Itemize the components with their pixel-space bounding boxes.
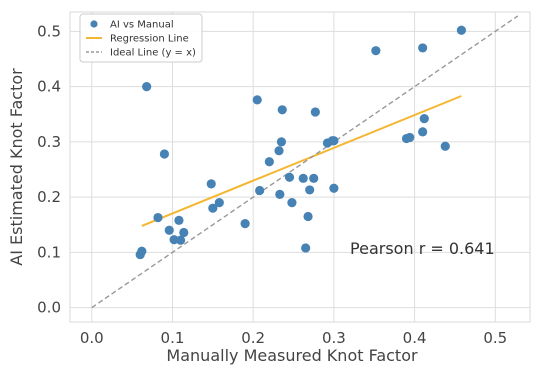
axes: 0.0 0.1 0.2 0.3 0.4 0.5 0.0 0.1 0.2 0.3 0.4 0.5 Manu… [7, 22, 507, 365]
ideal-line [91, 15, 519, 309]
annotations: Pearson r = 0.641 [350, 239, 495, 258]
x-tick-label: 0.2 [241, 329, 265, 347]
scatter-point [255, 185, 265, 196]
scatter-point [240, 219, 250, 229]
y-tick-label: 0.2 [37, 188, 61, 206]
x-axis-title: Manually Measured Knot Factor [166, 346, 418, 365]
scatter-point [214, 198, 224, 208]
scatter-point [179, 227, 189, 238]
scatter-point [159, 149, 170, 159]
scatter-point [456, 25, 467, 35]
pearson-annotation: Pearson r = 0.641 [350, 239, 495, 258]
scatter-point [142, 81, 152, 92]
scatter-point [329, 183, 339, 193]
legend-label: AI vs Manual [110, 20, 174, 31]
scatter-point [175, 235, 186, 245]
scatter-point [284, 172, 295, 182]
scatter-point [153, 212, 163, 223]
scatter-point [329, 136, 339, 146]
scatter-point [137, 246, 147, 256]
scatter-point [277, 105, 287, 115]
y-axis-title: AI Estimated Knot Factor [7, 68, 26, 266]
scatter-point [418, 127, 428, 137]
x-tick-label: 0.3 [322, 329, 346, 347]
scatter-point [405, 132, 415, 143]
legend-marker-scatter [90, 20, 98, 28]
scatter-point [275, 189, 285, 199]
y-tick-label: 0.3 [37, 133, 61, 151]
scatter-point [208, 203, 218, 213]
legend-box [79, 13, 203, 63]
scatter-point [419, 114, 429, 124]
y-tick-label: 0.0 [37, 299, 61, 317]
scatter-point [287, 198, 297, 208]
scatter-point [298, 173, 308, 183]
scatter-point [371, 46, 381, 56]
scatter-point [303, 211, 313, 222]
x-tick-label: 0.0 [80, 329, 104, 347]
scatter-point [174, 215, 184, 225]
y-tick-label: 0.4 [37, 78, 61, 96]
scatter-point [274, 146, 284, 156]
scatter-point [264, 157, 274, 167]
data-series [91, 15, 519, 309]
legend-label: Ideal Line (y = x) [110, 48, 196, 59]
x-tick-label: 0.5 [483, 329, 507, 347]
scatter-point [305, 185, 315, 195]
y-tick-label: 0.1 [37, 243, 61, 261]
scatter-point [301, 243, 311, 253]
legend: AI vs Manual Regression Line Ideal Line (y… [79, 13, 203, 63]
x-tick-label: 0.1 [161, 329, 185, 347]
scatter-point [252, 95, 262, 105]
scatter-point [440, 141, 450, 151]
scatter-point [310, 107, 320, 117]
scatter-point [276, 137, 287, 147]
scatter-point [206, 179, 216, 189]
scatter-point [418, 43, 428, 53]
scatter-point [309, 173, 319, 183]
legend-label: Regression Line [110, 34, 189, 45]
scatter-point [164, 225, 174, 235]
regression-line [141, 95, 462, 227]
y-tick-label: 0.5 [37, 22, 61, 40]
x-tick-label: 0.4 [403, 329, 427, 347]
